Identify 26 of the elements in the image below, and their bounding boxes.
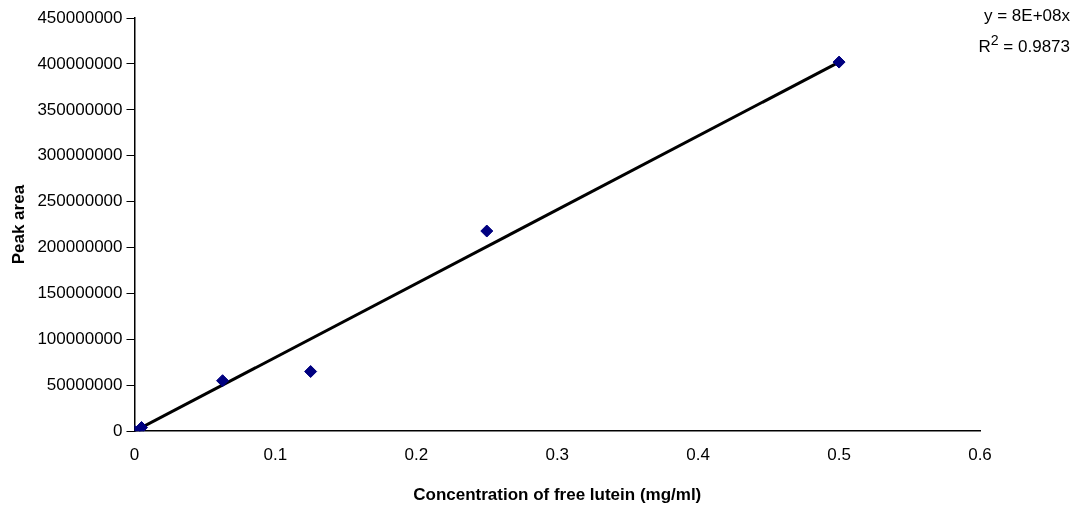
point <box>304 365 318 379</box>
x-tick-label: 0.3 <box>545 445 570 465</box>
x-tick-label: 0.5 <box>827 445 851 465</box>
point <box>135 421 149 432</box>
x-tick-label: 0.6 <box>968 445 992 465</box>
y-axis-title: Peak area <box>8 184 28 265</box>
y-tick-label: 250000000 <box>37 191 123 211</box>
point <box>216 374 230 388</box>
x-tick-label: 0.4 <box>686 445 710 465</box>
annotation: R$^{2}$ = 0.9873 <box>978 31 1070 58</box>
x-tick-label: 0.1 <box>263 445 288 465</box>
point <box>480 224 494 238</box>
y-tick-label: 100000000 <box>37 329 123 349</box>
x-tick-label: 0.2 <box>404 445 429 465</box>
text: y = 8E+08x <box>983 5 1070 27</box>
y-tick-label: 300000000 <box>37 145 123 165</box>
y-tick-label: 350000000 <box>37 99 123 119</box>
x-tick-label: 0 <box>129 445 140 465</box>
y-tick-label: 50000000 <box>46 374 123 394</box>
y-tick-label: 150000000 <box>37 283 123 303</box>
y-tick-label: 400000000 <box>37 53 123 73</box>
y-tick-label: 0 <box>113 420 123 440</box>
point <box>832 55 846 69</box>
x-axis-title: Concentration of free lutein (mg/ml) <box>413 485 702 505</box>
y-tick-label: 200000000 <box>37 237 123 257</box>
y-tick-label: 450000000 <box>37 7 123 27</box>
